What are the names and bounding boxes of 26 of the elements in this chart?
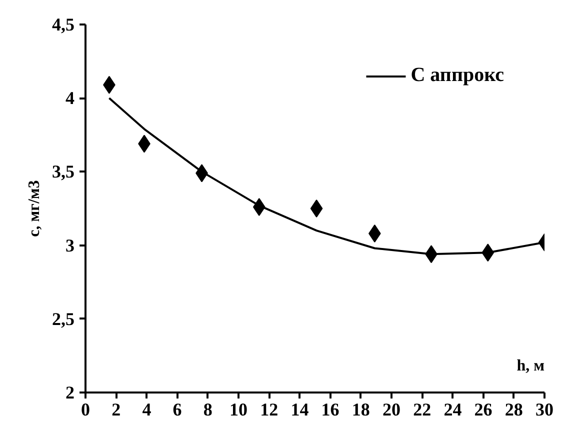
y-tick-label: 3 — [66, 235, 74, 256]
x-tick-label: 0 — [81, 400, 90, 420]
x-tick-label: 12 — [260, 400, 278, 420]
x-tick-label: 10 — [230, 400, 248, 420]
y-axis-title: c, мг/м3 — [26, 180, 43, 237]
x-tick-label: 22 — [413, 400, 432, 420]
x-tick-label: 30 — [536, 400, 554, 420]
x-tick-label: 26 — [474, 400, 492, 420]
x-tick-label: 2 — [112, 400, 121, 420]
y-tick-label: 2,5 — [52, 308, 74, 329]
y-tick-label: 4 — [66, 88, 74, 108]
y-tick-label: 2 — [66, 382, 74, 402]
legend-label: С аппрокс — [410, 64, 504, 87]
y-tick-label: 4,5 — [52, 14, 74, 34]
x-tick-label: 24 — [444, 400, 462, 420]
x-tick-label: 6 — [172, 400, 182, 420]
x-tick-label: 4 — [142, 400, 152, 420]
x-tick-label: 16 — [321, 400, 340, 420]
point — [310, 200, 323, 218]
x-tick-label: 14 — [290, 400, 309, 420]
x-tick-label: 20 — [382, 400, 400, 420]
y-tick-label: 3,5 — [52, 162, 74, 182]
x-tick-label: 18 — [352, 400, 370, 420]
x-tick-label: 8 — [203, 400, 212, 420]
x-tick-label: 28 — [504, 400, 523, 420]
x-axis-title: h, м — [516, 358, 545, 374]
